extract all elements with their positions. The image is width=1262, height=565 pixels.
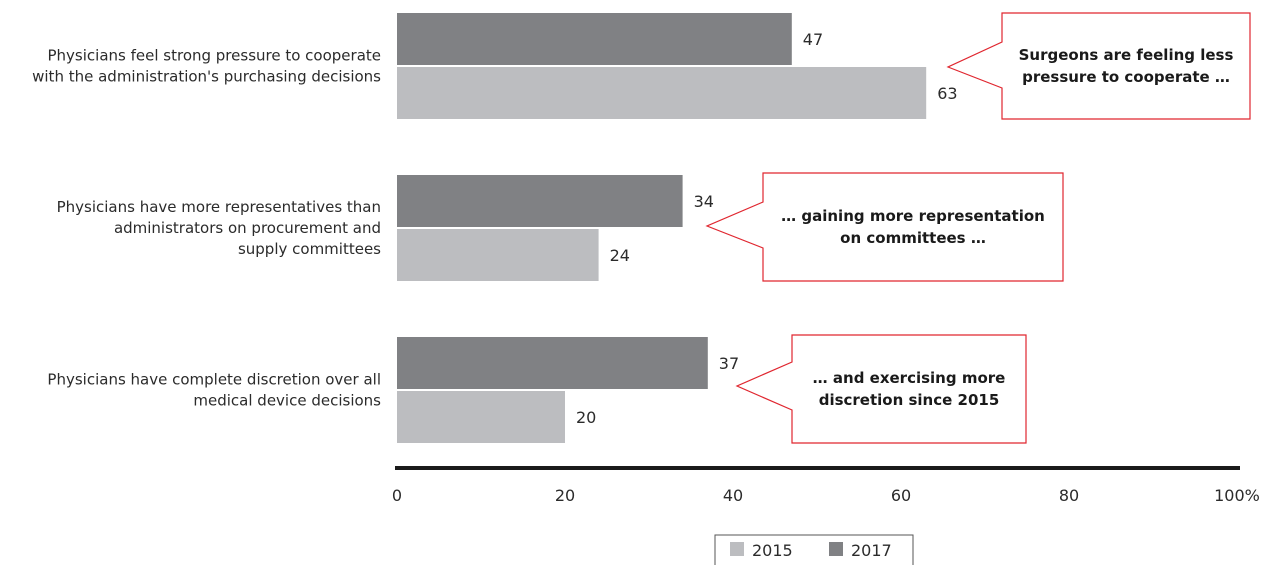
value-label-2017-2: 37 <box>719 354 739 373</box>
value-label-2015-1: 24 <box>610 246 630 265</box>
category-label-2-line-1: medical device decisions <box>193 392 381 410</box>
callout-text-2-line-1: discretion since 2015 <box>819 391 1000 409</box>
value-label-2015-0: 63 <box>937 84 957 103</box>
x-tick-label-3: 60 <box>891 486 911 505</box>
bar-2015-1 <box>397 229 599 281</box>
legend-swatch-2017 <box>829 542 843 556</box>
callout-text-0-line-1: pressure to cooperate … <box>1022 68 1230 86</box>
bar-2017-0 <box>397 13 792 65</box>
value-label-2017-0: 47 <box>803 30 823 49</box>
bar-2017-2 <box>397 337 708 389</box>
bar-2015-2 <box>397 391 565 443</box>
x-axis-tick-labels: 0 20 40 60 80 100% <box>392 486 1260 505</box>
x-tick-label-0: 0 <box>392 486 402 505</box>
category-label-1-line-1: administrators on procurement and <box>114 219 381 237</box>
value-label-2015-2: 20 <box>576 408 596 427</box>
x-tick-label-5: 100% <box>1214 486 1260 505</box>
legend-label-2017: 2017 <box>851 541 892 560</box>
x-tick-label-2: 40 <box>723 486 743 505</box>
callout-text-1-line-0: … gaining more representation <box>781 207 1045 225</box>
value-labels: 47 63 34 24 37 20 <box>576 30 958 427</box>
bars <box>397 13 927 443</box>
callout-text-2-line-0: … and exercising more <box>813 369 1006 387</box>
category-label-0-line-0: Physicians feel strong pressure to coope… <box>48 47 382 65</box>
legend: 2015 2017 <box>714 534 914 565</box>
category-label-2-line-0: Physicians have complete discretion over… <box>47 371 381 389</box>
legend-swatch-2015 <box>730 542 744 556</box>
value-label-2017-1: 34 <box>694 192 714 211</box>
callout-box-0 <box>946 12 1251 120</box>
x-tick-label-4: 80 <box>1059 486 1079 505</box>
callout-text-1-line-1: on committees … <box>840 229 986 247</box>
callouts: Surgeons are feeling less pressure to coo… <box>705 12 1251 444</box>
legend-frame <box>714 534 914 565</box>
callout-box-1 <box>705 172 1064 282</box>
legend-label-2015: 2015 <box>752 541 793 560</box>
callout-text-0-line-0: Surgeons are feeling less <box>1019 46 1234 64</box>
category-labels: Physicians feel strong pressure to coope… <box>32 47 381 410</box>
category-label-1-line-2: supply committees <box>238 240 381 258</box>
bar-2015-0 <box>397 67 927 119</box>
bar-2017-1 <box>397 175 683 227</box>
x-tick-label-1: 20 <box>555 486 575 505</box>
callout-box-2 <box>735 334 1027 444</box>
category-label-1-line-0: Physicians have more representatives tha… <box>57 198 381 216</box>
category-label-0-line-1: with the administration's purchasing dec… <box>32 68 381 86</box>
